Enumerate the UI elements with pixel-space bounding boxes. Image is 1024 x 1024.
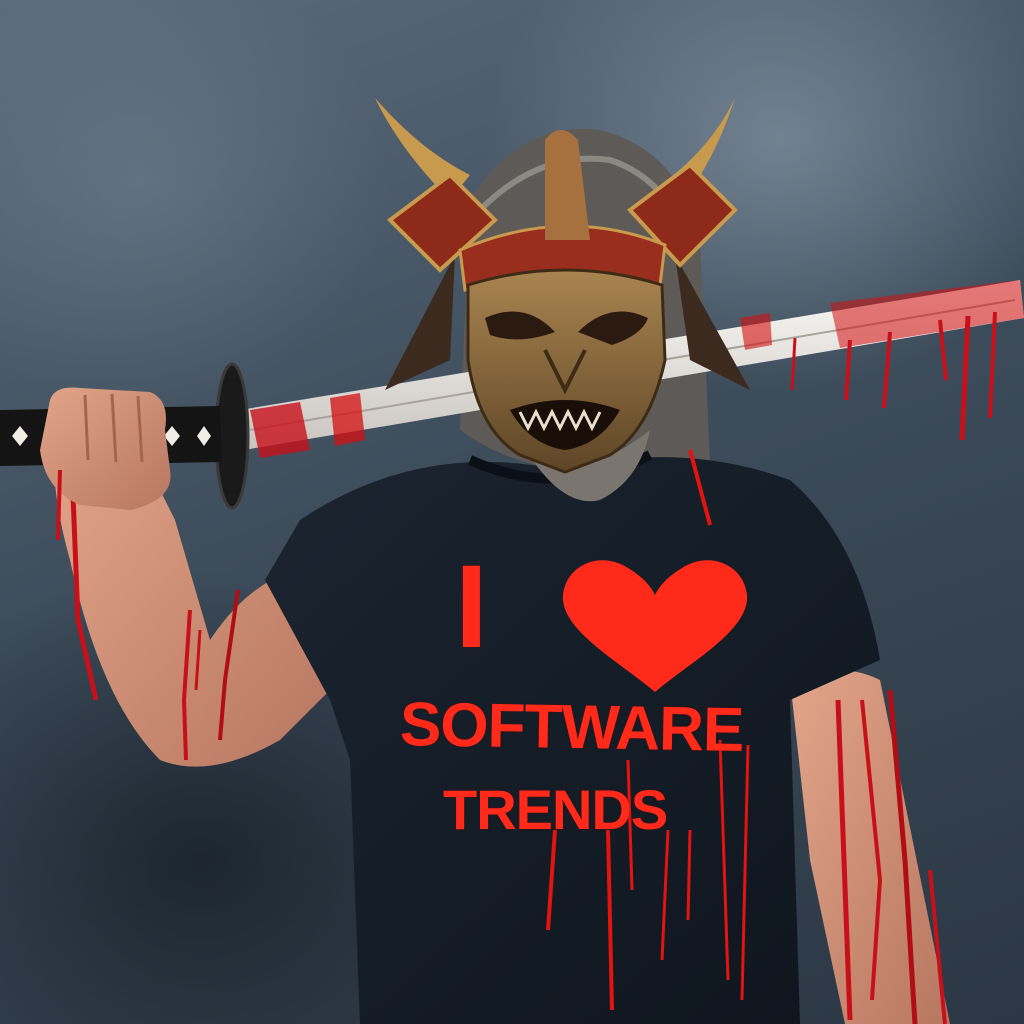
right-arm [790,670,950,1024]
hand [40,387,171,541]
left-arm [54,430,330,767]
heart-graphic [562,560,748,692]
shirt-text-software: SOFTWARE [399,690,744,765]
blood-drips [546,449,750,1011]
shirt-text-trends: TRENDS [443,778,668,841]
oni-mask [466,268,667,474]
shirt-text-i: I [455,541,488,673]
